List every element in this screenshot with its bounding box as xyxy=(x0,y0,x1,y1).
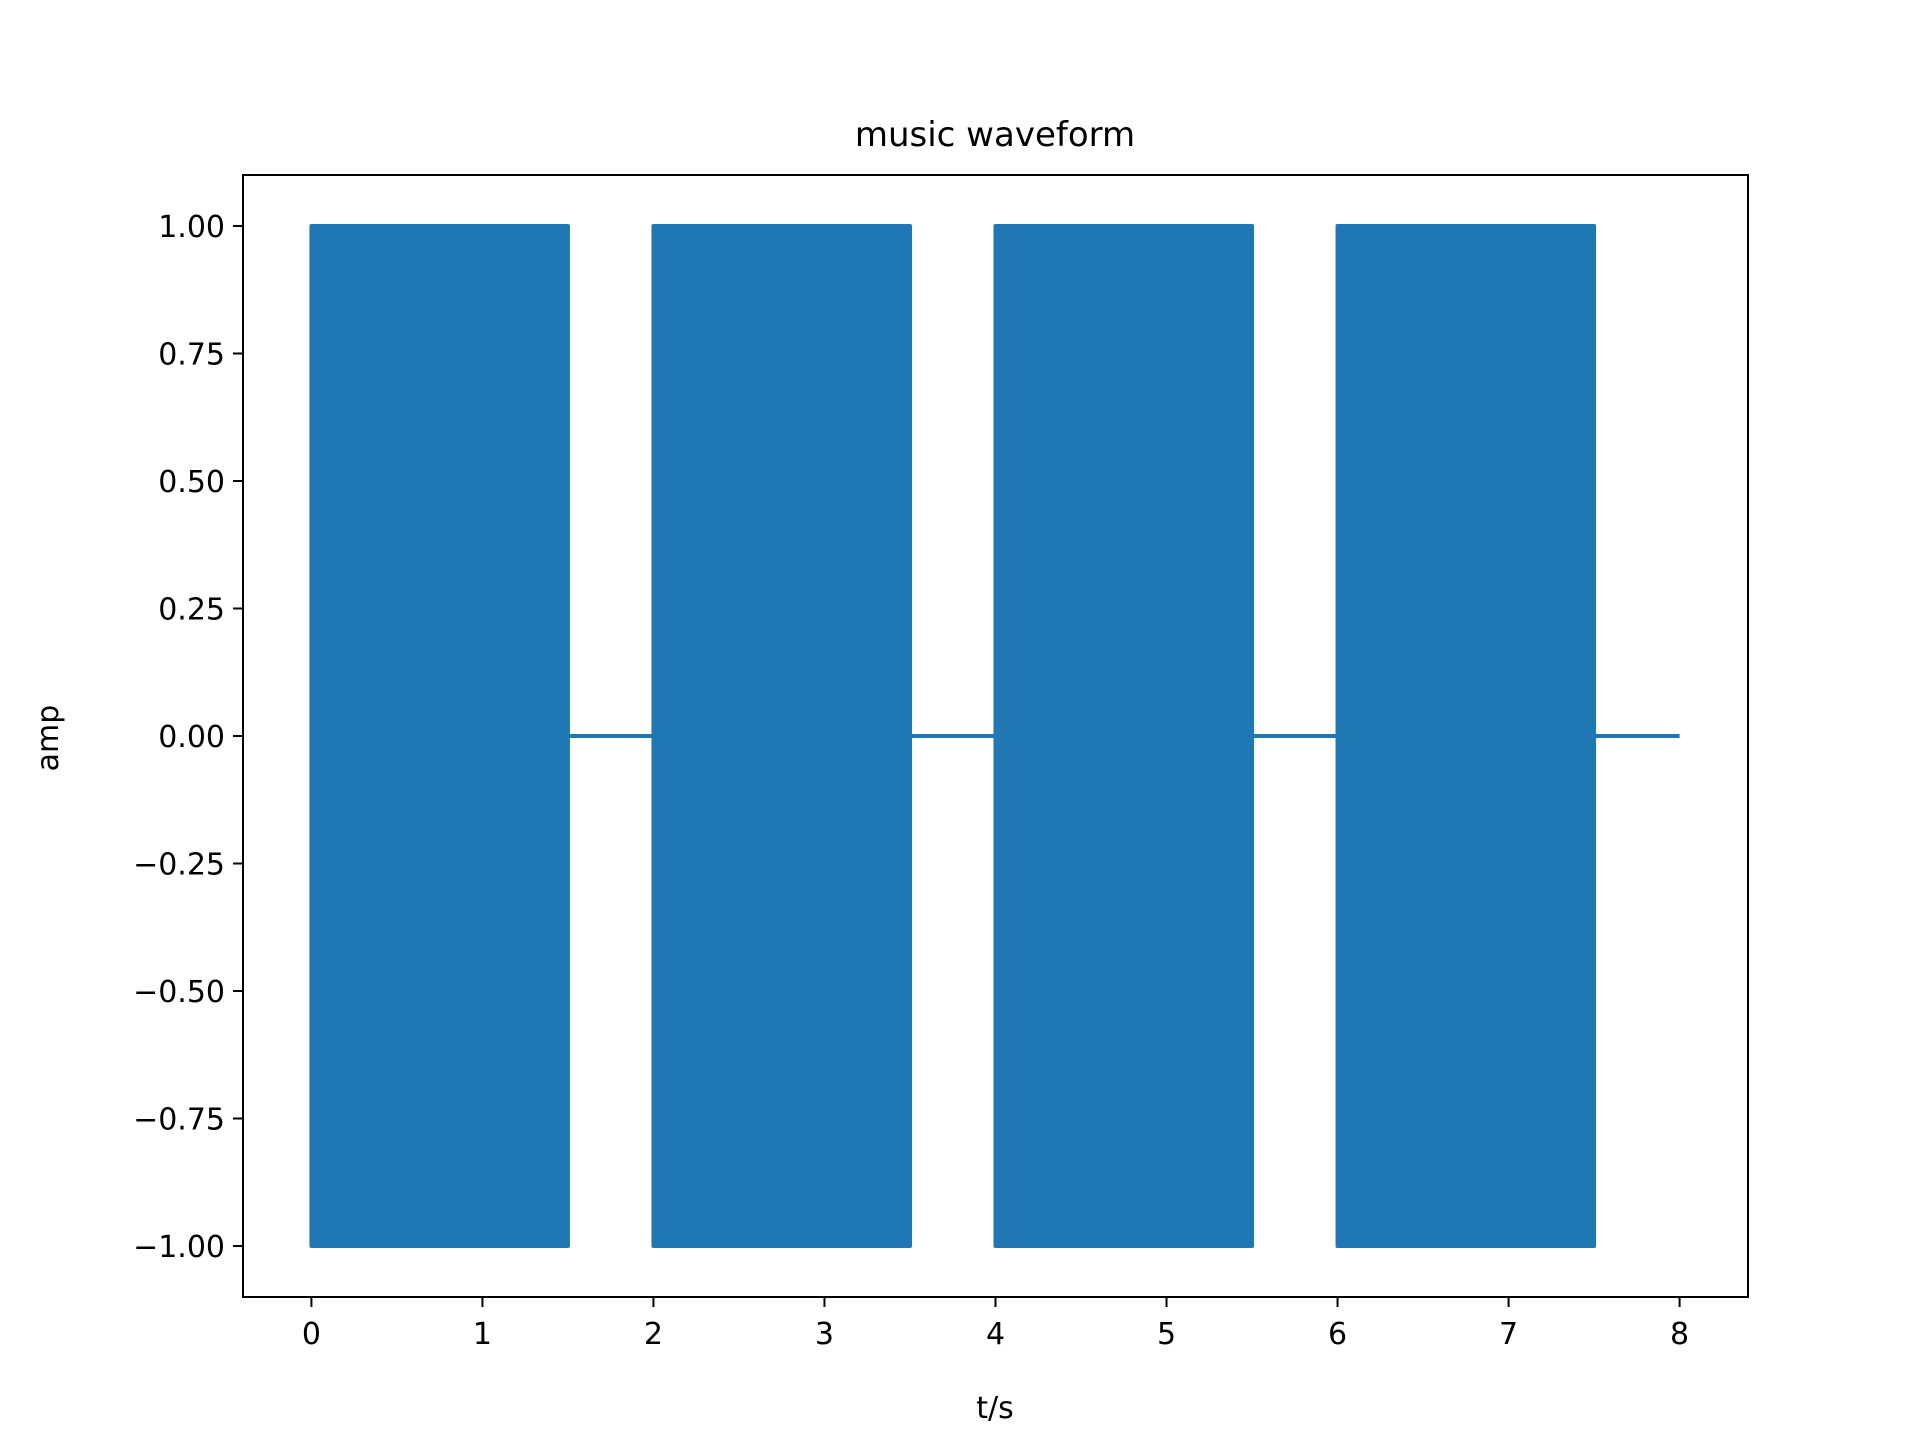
y-tick-label: 1.00 xyxy=(158,210,225,245)
y-tick-label: 0.00 xyxy=(158,720,225,755)
y-tick-label: −1.00 xyxy=(133,1230,225,1265)
y-tick-label: −0.75 xyxy=(133,1103,225,1138)
y-tick-label: −0.50 xyxy=(133,975,225,1010)
x-axis-label: t/s xyxy=(976,1391,1014,1426)
y-tick-label: 0.25 xyxy=(158,593,225,628)
x-tick-label: 7 xyxy=(1499,1317,1518,1352)
x-tick-label: 8 xyxy=(1670,1317,1689,1352)
y-axis-label: amp xyxy=(31,705,66,772)
y-tick-label: −0.25 xyxy=(133,848,225,883)
x-tick-label: 1 xyxy=(473,1317,492,1352)
x-tick-label: 4 xyxy=(986,1317,1005,1352)
waveform-burst-2 xyxy=(651,224,912,1248)
y-tick-label: 0.50 xyxy=(158,465,225,500)
waveform-burst-1 xyxy=(309,224,570,1248)
plot-area xyxy=(309,224,1680,1248)
x-tick-label: 6 xyxy=(1328,1317,1347,1352)
chart-title: music waveform xyxy=(855,115,1135,155)
x-tick-label: 2 xyxy=(644,1317,663,1352)
y-tick-label: 0.75 xyxy=(158,338,225,373)
x-tick-label: 5 xyxy=(1157,1317,1176,1352)
x-tick-label: 0 xyxy=(302,1317,321,1352)
waveform-burst-4 xyxy=(1335,224,1597,1248)
waveform-burst-3 xyxy=(993,224,1255,1248)
x-tick-label: 3 xyxy=(815,1317,834,1352)
axes: 0 1 2 3 4 5 6 7 8 1.00 0.75 0.50 0.25 0.00 −0.25 −0.50 −… xyxy=(133,174,1749,1352)
